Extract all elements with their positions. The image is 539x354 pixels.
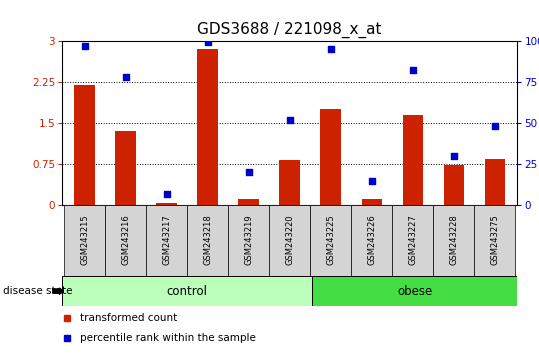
Title: GDS3688 / 221098_x_at: GDS3688 / 221098_x_at bbox=[197, 22, 382, 38]
Text: GSM243226: GSM243226 bbox=[367, 214, 376, 265]
Bar bbox=[105, 205, 146, 276]
Text: GSM243228: GSM243228 bbox=[450, 214, 458, 265]
Text: GSM243227: GSM243227 bbox=[409, 214, 417, 265]
Point bbox=[80, 43, 89, 48]
Bar bbox=[74, 85, 95, 205]
Text: disease state: disease state bbox=[3, 286, 72, 296]
Point bbox=[368, 178, 376, 183]
Bar bbox=[64, 205, 105, 276]
Bar bbox=[269, 205, 310, 276]
Point bbox=[203, 40, 212, 45]
Bar bbox=[485, 159, 505, 205]
Bar bbox=[474, 205, 515, 276]
Text: GSM243215: GSM243215 bbox=[80, 214, 89, 265]
Bar bbox=[433, 205, 474, 276]
Text: GSM243219: GSM243219 bbox=[244, 214, 253, 265]
Text: obese: obese bbox=[397, 285, 432, 298]
Bar bbox=[310, 205, 351, 276]
Bar bbox=[279, 160, 300, 205]
Point bbox=[450, 153, 458, 159]
Bar bbox=[321, 109, 341, 205]
Bar bbox=[146, 205, 187, 276]
Bar bbox=[392, 205, 433, 276]
Bar bbox=[156, 202, 177, 205]
Text: GSM243217: GSM243217 bbox=[162, 214, 171, 265]
Bar bbox=[312, 276, 517, 306]
Text: percentile rank within the sample: percentile rank within the sample bbox=[80, 333, 256, 343]
Point bbox=[162, 191, 171, 196]
Text: control: control bbox=[167, 285, 208, 298]
Text: GSM243275: GSM243275 bbox=[490, 214, 499, 265]
Text: GSM243220: GSM243220 bbox=[285, 214, 294, 265]
Bar bbox=[238, 199, 259, 205]
Point bbox=[121, 74, 130, 80]
Bar bbox=[362, 199, 382, 205]
Text: GSM243218: GSM243218 bbox=[203, 214, 212, 265]
Bar bbox=[187, 205, 228, 276]
Bar bbox=[115, 131, 136, 205]
Bar bbox=[444, 165, 464, 205]
Text: GSM243225: GSM243225 bbox=[326, 214, 335, 265]
Text: transformed count: transformed count bbox=[80, 313, 177, 322]
Text: GSM243216: GSM243216 bbox=[121, 214, 130, 265]
Point bbox=[285, 117, 294, 122]
Bar bbox=[351, 205, 392, 276]
Bar bbox=[403, 115, 423, 205]
Bar bbox=[62, 276, 312, 306]
Bar bbox=[228, 205, 269, 276]
Bar bbox=[197, 49, 218, 205]
Point bbox=[409, 68, 417, 73]
Point bbox=[490, 124, 499, 129]
Point bbox=[327, 46, 335, 52]
Point bbox=[244, 170, 253, 175]
